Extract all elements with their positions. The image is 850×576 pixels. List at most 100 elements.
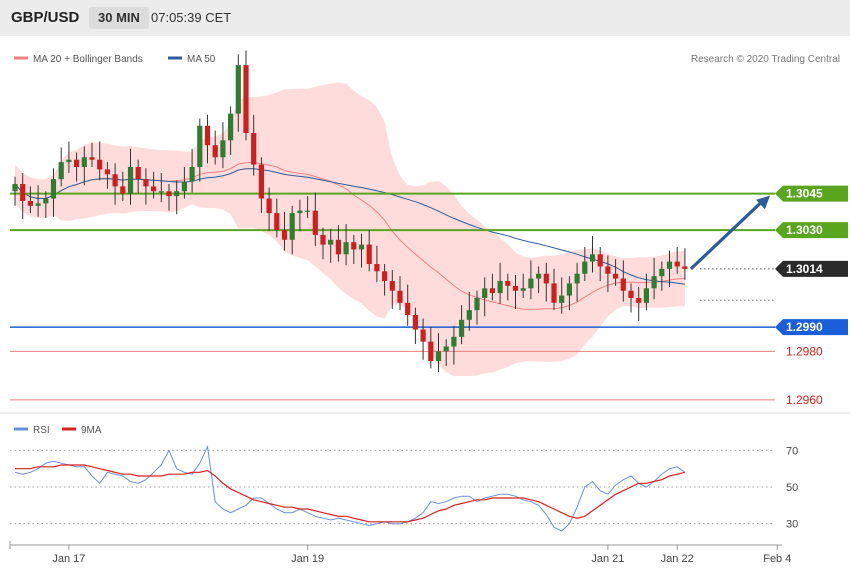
candle-body-53 (420, 329, 426, 342)
candle-body-78 (613, 273, 619, 279)
candle-body-34 (274, 213, 280, 231)
candle-body-74 (582, 261, 588, 274)
x-label-Jan 19: Jan 19 (291, 553, 324, 565)
candle-body-86 (674, 261, 680, 267)
level-label-1.2980: 1.2980 (786, 344, 823, 358)
candle-body-54 (428, 341, 434, 362)
chart-legend: MA 20 + Bollinger Bands MA 50 (14, 54, 216, 65)
candle-body-4 (43, 198, 49, 204)
legend-label-rsi-ma: 9MA (81, 425, 102, 436)
candle-body-44 (351, 242, 357, 250)
candle-body-63 (497, 281, 503, 294)
projection-arrow-head (756, 195, 770, 210)
candle-body-55 (435, 351, 442, 362)
level-tag-1.3045 (775, 185, 848, 202)
candle-body-24 (197, 125, 203, 167)
legend-label-ma50: MA 50 (187, 54, 216, 65)
candle-body-2 (27, 200, 33, 206)
timeframe-badge[interactable]: 30 MIN (89, 7, 149, 29)
rsi-indicator (14, 444, 686, 532)
candle-body-36 (289, 213, 295, 240)
candle-body-82 (643, 288, 649, 303)
candle-body-71 (559, 295, 565, 303)
level-label-1.3014: 1.3014 (786, 262, 823, 276)
candle-body-11 (97, 159, 103, 170)
candle-body-87 (682, 266, 688, 269)
rsi-legend: RSI 9MA (14, 425, 102, 436)
candle-body-45 (358, 244, 365, 250)
candle-body-48 (382, 271, 388, 282)
x-label-Jan 21: Jan 21 (591, 553, 624, 565)
candle-body-22 (181, 181, 187, 192)
candle-body-39 (312, 210, 318, 235)
candle-body-66 (520, 288, 526, 291)
rsi-line (14, 444, 686, 532)
candle-body-8 (74, 159, 80, 167)
candle-body-23 (189, 166, 195, 182)
rsi-ma-line (15, 464, 686, 523)
candle-body-1 (20, 183, 26, 201)
rsi-tick-label-50: 50 (786, 482, 798, 494)
candle-body-76 (597, 254, 603, 267)
price-chart: MA 20 + Bollinger Bands MA 50 Research ©… (0, 50, 850, 565)
candle-body-84 (659, 268, 665, 277)
chart-header: GBP/USD 30 MIN 07:05:39 CET (0, 0, 850, 36)
candle-body-9 (81, 157, 87, 167)
candle-body-70 (551, 283, 557, 303)
candle-body-28 (228, 113, 234, 141)
candle-body-30 (243, 65, 249, 134)
candle-body-12 (104, 169, 110, 175)
level-label-1.2990: 1.2990 (786, 320, 823, 334)
candle-body-43 (343, 242, 349, 255)
candle-body-5 (50, 179, 57, 199)
candle-body-67 (528, 278, 534, 289)
x-label-Jan 22: Jan 22 (661, 553, 694, 565)
candle-body-42 (335, 239, 341, 255)
candle-body-6 (58, 162, 64, 180)
support-resistance-lines (10, 192, 775, 401)
candle-body-61 (482, 288, 488, 298)
candle-body-16 (135, 166, 141, 180)
legend-label-rsi: RSI (33, 425, 50, 436)
candle-body-62 (489, 288, 495, 294)
timestamp: 07:05:39 CET (151, 10, 232, 25)
level-tag-1.3030 (775, 222, 848, 239)
candle-body-0 (12, 183, 18, 192)
candle-body-57 (451, 336, 457, 347)
candle-body-52 (412, 314, 418, 330)
moving-averages (14, 161, 685, 311)
candlesticks (12, 50, 688, 372)
candle-body-65 (512, 285, 519, 291)
level-tag-1.3014 (775, 260, 848, 277)
candle-body-21 (174, 191, 180, 197)
candle-body-32 (258, 164, 264, 199)
instrument-title: GBP/USD (11, 9, 80, 26)
x-label-Feb 4: Feb 4 (763, 553, 791, 565)
candle-body-58 (459, 319, 465, 337)
candle-body-80 (628, 290, 634, 298)
candle-body-83 (651, 276, 657, 289)
candle-body-68 (536, 273, 542, 279)
rsi-tick-label-70: 70 (786, 445, 798, 457)
candle-body-3 (35, 203, 41, 206)
level-label-1.3030: 1.3030 (786, 223, 823, 237)
candle-body-20 (166, 191, 172, 197)
candle-body-56 (443, 346, 449, 352)
candle-body-75 (589, 254, 596, 262)
rsi-gridlines: 30 50 70 (10, 445, 798, 531)
x-label-Jan 17: Jan 17 (52, 553, 85, 565)
candle-body-41 (328, 239, 334, 245)
candle-body-33 (266, 198, 272, 214)
level-label-1.3045: 1.3045 (786, 187, 823, 201)
candle-body-19 (158, 191, 164, 193)
candle-body-38 (305, 210, 311, 212)
candle-body-17 (143, 179, 149, 187)
credit-text: Research © 2020 Trading Central (691, 54, 840, 65)
candle-body-85 (666, 261, 673, 269)
candle-body-14 (120, 186, 126, 194)
projection-arrow (689, 195, 770, 271)
candle-body-29 (235, 65, 241, 114)
candle-body-81 (636, 297, 642, 303)
candle-body-69 (543, 273, 549, 284)
candle-body-37 (297, 210, 303, 214)
